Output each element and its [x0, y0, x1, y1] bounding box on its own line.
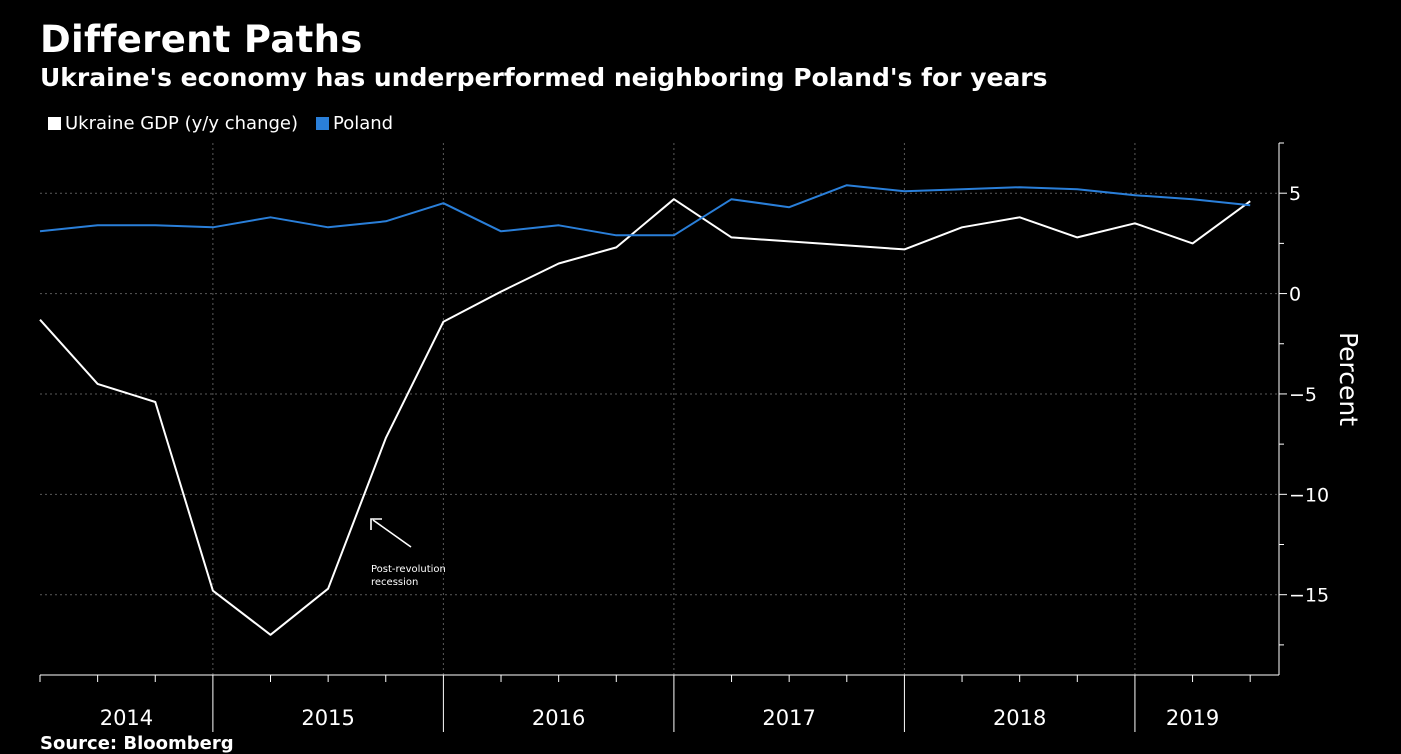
y-tick-label: 0: [1289, 284, 1301, 306]
x-tick-label: 2017: [762, 706, 815, 730]
y-tick-label: −5: [1289, 384, 1317, 406]
x-tick-label: 2015: [301, 706, 354, 730]
annotation-arrow-shaft: [372, 519, 412, 548]
legend-label-poland: Poland: [333, 113, 394, 134]
annotation-arrow-head: [370, 518, 382, 530]
series-line-poland: [39, 184, 1251, 237]
x-tick-label: 2016: [532, 706, 585, 730]
legend-swatch-ukraine: [48, 117, 61, 130]
legend-swatch-poland: [316, 117, 329, 130]
chart-title: Different Paths: [40, 18, 363, 61]
annotation-text: recession: [371, 577, 418, 588]
legend-item-ukraine: Ukraine GDP (y/y change): [48, 113, 298, 134]
annotation-text: Post-revolution: [371, 564, 446, 575]
x-tick-label: 2019: [1166, 706, 1219, 730]
series-line-ukraine: [39, 198, 1251, 636]
source-note: Source: Bloomberg: [40, 733, 234, 754]
legend: Ukraine GDP (y/y change) Poland: [48, 113, 411, 134]
chart-subtitle: Ukraine's economy has underperformed nei…: [40, 63, 1048, 92]
x-tick-label: 2018: [993, 706, 1046, 730]
y-axis-label: Percent: [1334, 332, 1363, 426]
y-tick-label: −15: [1289, 585, 1329, 607]
x-tick-label: 2014: [100, 706, 153, 730]
y-tick-label: −10: [1289, 484, 1329, 506]
legend-item-poland: Poland: [316, 113, 393, 134]
legend-label-ukraine: Ukraine GDP (y/y change): [65, 113, 298, 134]
y-tick-label: 5: [1289, 183, 1301, 205]
